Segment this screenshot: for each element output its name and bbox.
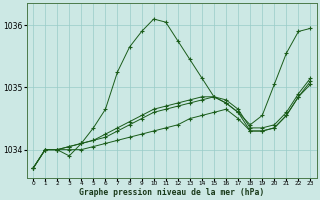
- X-axis label: Graphe pression niveau de la mer (hPa): Graphe pression niveau de la mer (hPa): [79, 188, 264, 197]
